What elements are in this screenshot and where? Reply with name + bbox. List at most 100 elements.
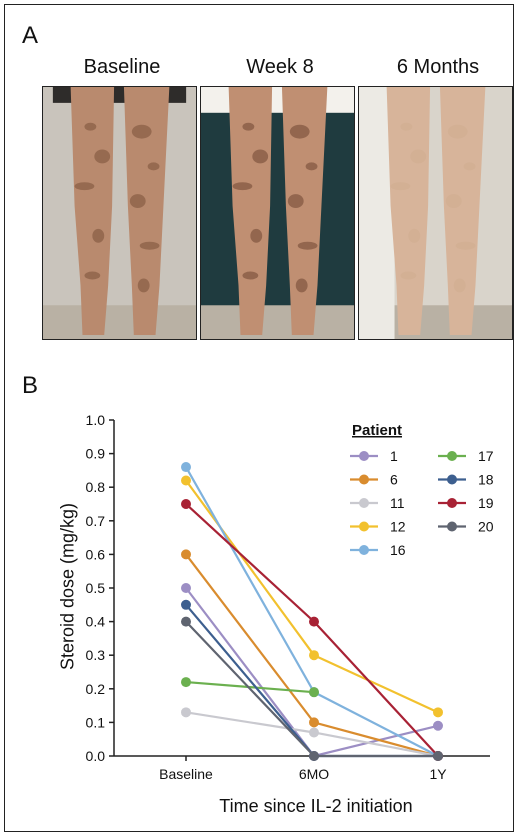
data-point [181,616,191,627]
skin-lesion [242,122,255,131]
data-point [181,499,191,509]
skin-lesion [410,149,427,164]
data-point [181,599,191,610]
legend-label: 20 [478,519,494,535]
y-tick-label: 0.0 [86,748,106,764]
right-leg [439,87,486,336]
skin-lesion [129,194,146,209]
legend-swatch-point [447,521,457,532]
skin-lesion [137,278,150,293]
skin-lesion [287,194,304,209]
data-point [181,475,191,486]
y-tick-label: 0.6 [86,546,106,562]
photo-week8 [200,86,355,340]
data-point [433,720,443,731]
data-point [309,717,319,728]
skin-lesion [295,278,308,293]
skin-lesion [92,228,105,243]
legend-swatch-point [359,521,369,532]
skin-lesion [131,124,152,139]
photo-background [43,87,196,339]
y-tick-label: 0.8 [86,479,106,495]
photo-label-week8: Week 8 [246,56,314,78]
series-patient-20 [181,616,443,761]
data-point [309,727,319,738]
legend-label: 6 [390,472,398,488]
y-axis-title: Steroid dose (mg/kg) [57,502,78,671]
skin-lesion [408,228,421,243]
data-point [181,583,191,593]
series-line [185,479,439,714]
skin-lesion [305,162,318,171]
series-line [185,680,315,694]
data-point [309,616,319,627]
photo-floor [43,305,196,339]
left-leg [228,87,273,336]
skin-lesion [445,194,462,209]
skin-lesion [400,271,417,280]
right-leg [123,87,170,336]
legend-swatch-point [359,451,369,461]
garment [201,87,354,113]
photo-baseline [42,86,197,340]
legend-label: 17 [478,448,494,464]
legend-label: 12 [390,519,406,535]
skin-lesion [455,241,476,250]
y-tick-label: 1.0 [86,412,106,428]
skin-lesion [94,149,111,164]
legend-label: 16 [390,542,406,558]
x-tick-label: 6MO [299,766,329,782]
series-patient-12 [181,475,443,718]
legend-title: Patient [352,422,402,439]
photo-label-6months: 6 Months [396,56,480,78]
data-point [433,751,443,761]
skin-lesion [447,124,468,139]
leg-photo-illustration [359,87,512,339]
skin-lesion [84,122,97,131]
legend-swatch-point [359,545,369,555]
skin-lesion [242,271,259,280]
skin-lesion [74,182,95,191]
legend-swatch-point [447,498,457,508]
skin-lesion [232,182,253,191]
legend-swatch-point [359,498,369,508]
photo-label-baseline: Baseline [83,56,161,78]
photo-floor [201,305,354,339]
skin-lesion [400,122,413,131]
x-axis-title: Time since IL-2 initiation [219,796,413,816]
skin-lesion [390,182,411,191]
skin-lesion [463,162,476,171]
x-tick-label: 1Y [429,766,447,782]
legend-swatch-point [447,474,457,485]
legend-swatch-point [359,474,369,485]
y-tick-label: 0.7 [86,513,106,529]
skin-lesion [84,271,101,280]
y-tick-label: 0.3 [86,647,106,663]
y-tick-label: 0.5 [86,580,106,596]
y-tick-label: 0.1 [86,714,106,730]
panel-b-label: B [22,372,39,399]
skin-lesion [453,278,466,293]
data-point [309,687,319,698]
skin-lesion [139,241,160,250]
data-point [181,677,191,688]
data-point [309,751,319,761]
photo-background [201,87,354,339]
panel-a-label: A [22,22,39,49]
data-point [181,549,191,560]
left-leg [386,87,431,336]
skin-lesion [252,149,269,164]
series-patient-17 [181,677,319,698]
figure-frame [4,4,514,832]
skin-lesion [147,162,160,171]
right-leg [281,87,328,336]
y-tick-label: 0.4 [86,614,106,630]
data-point [433,707,443,718]
left-leg [70,87,115,336]
skin-lesion [250,228,263,243]
skin-lesion [297,241,318,250]
legend-label: 11 [390,495,405,511]
leg-photo-illustration [201,87,354,339]
photo-6months [358,86,513,340]
